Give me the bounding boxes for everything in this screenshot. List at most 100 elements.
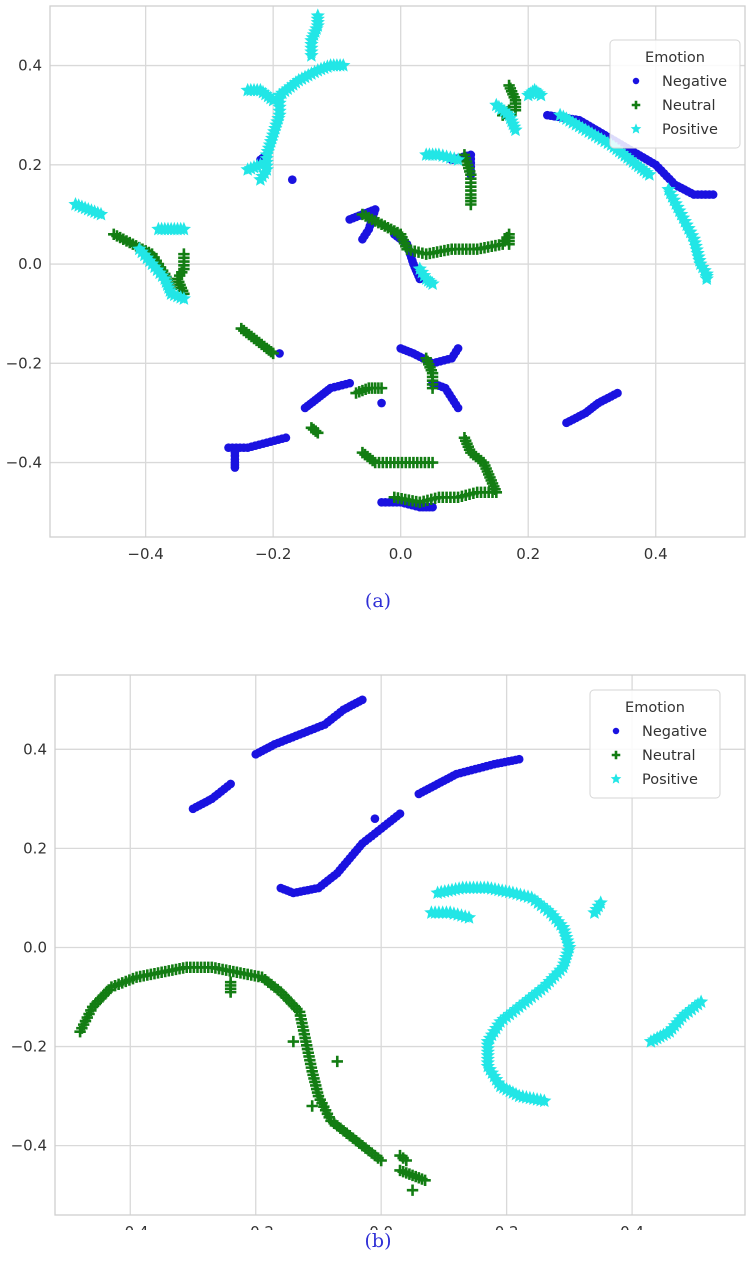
data-point [358, 234, 367, 244]
data-point [631, 158, 646, 173]
y-tick-label: −0.2 [11, 1038, 47, 1056]
data-point [491, 1017, 506, 1032]
data-point [406, 1184, 419, 1196]
data-point [480, 1058, 495, 1073]
y-tick-label: 0.2 [23, 839, 47, 857]
data-point [708, 190, 718, 199]
data-point [388, 491, 401, 503]
data-point [358, 695, 367, 705]
data-point [265, 346, 277, 358]
data-point [281, 433, 291, 443]
legend-label-positive: Positive [642, 772, 698, 788]
y-tick-label: −0.4 [6, 454, 42, 472]
data-point [533, 87, 549, 102]
data-point [426, 456, 439, 469]
data-point [642, 167, 657, 181]
data-point [494, 101, 509, 116]
data-point [253, 157, 268, 171]
legend-label-positive: Positive [662, 122, 718, 138]
data-point [537, 1093, 552, 1108]
data-point [450, 152, 466, 166]
data-point [503, 238, 515, 250]
data-point [534, 897, 549, 912]
legend-title: Emotion [625, 700, 685, 716]
data-point [275, 349, 284, 358]
legend-title: Emotion [645, 50, 705, 66]
data-point [150, 262, 165, 277]
data-point [345, 378, 354, 388]
data-point [176, 221, 191, 236]
data-point [623, 152, 638, 166]
data-point [697, 263, 712, 277]
x-tick-label: −0.2 [255, 545, 291, 563]
legend-marker-negative [632, 77, 640, 85]
data-point [453, 403, 463, 413]
data-point [144, 256, 160, 271]
data-point [493, 1014, 508, 1028]
legend-marker-neutral [631, 100, 641, 110]
legend-box [589, 689, 721, 799]
legend: Emotion Negative Neutral Positive [589, 689, 721, 799]
scatter-plot-b: −0.4 −0.2 0.0 0.2 0.4 −0.4 −0.2 0.0 0.2 0.4 Emotio… [11, 674, 746, 1230]
data-point [287, 1035, 300, 1048]
data-point [489, 1020, 504, 1035]
data-point [419, 1174, 431, 1187]
y-tick-label: 0.4 [23, 740, 47, 758]
data-point [400, 1154, 412, 1167]
data-point [375, 382, 388, 394]
plot-frame [49, 5, 746, 538]
data-point [694, 994, 709, 1008]
x-tick-label: 0.0 [389, 545, 413, 563]
data-point [226, 779, 235, 789]
data-point [512, 999, 527, 1013]
legend-marker-positive [630, 123, 642, 134]
x-tick-label: 0.4 [620, 1223, 644, 1230]
y-tick-label: −0.2 [6, 354, 42, 372]
data-point [539, 976, 555, 991]
data-point [465, 198, 477, 211]
data-point [336, 58, 351, 72]
data-point [426, 382, 439, 394]
data-point [502, 1006, 517, 1021]
data-point [224, 986, 237, 998]
legend-label-neutral: Neutral [642, 748, 696, 764]
data-point [614, 146, 630, 160]
data-point [306, 1100, 318, 1112]
data-point [139, 250, 155, 265]
legend: Emotion Negative Neutral Positive [609, 39, 741, 149]
plot-frame [54, 674, 746, 1216]
data-point [699, 271, 714, 285]
y-tick-label: 0.2 [18, 156, 42, 174]
data-point [593, 895, 608, 909]
data-point [253, 172, 268, 186]
data-point [425, 276, 440, 290]
data-point [453, 344, 463, 353]
x-tick-label: 0.2 [516, 545, 540, 563]
data-point [377, 398, 386, 408]
x-tick-label: 0.0 [369, 1223, 393, 1230]
data-point [375, 1154, 387, 1167]
x-tick-label: 0.2 [495, 1223, 519, 1230]
y-tick-label: 0.0 [18, 255, 42, 273]
data-point [312, 427, 324, 439]
y-tick-label: 0.0 [23, 938, 47, 956]
series-positive [68, 8, 714, 305]
data-point [331, 1055, 343, 1068]
data-point [461, 910, 477, 924]
data-point [230, 463, 240, 472]
data-point [155, 268, 170, 282]
x-tick-label: −0.4 [112, 1223, 148, 1230]
legend-marker-positive [610, 773, 622, 784]
data-point [93, 206, 109, 221]
data-point [613, 388, 622, 398]
y-tick-label: −0.4 [11, 1137, 47, 1155]
data-points [74, 695, 709, 1196]
caption-b: (b) [364, 1230, 392, 1252]
data-point [395, 809, 405, 819]
data-point [514, 754, 524, 764]
legend-label-neutral: Neutral [662, 98, 716, 114]
data-point [428, 502, 437, 512]
legend-marker-negative [612, 727, 620, 735]
series-neutral [74, 961, 431, 1196]
legend-label-negative: Negative [642, 724, 707, 740]
